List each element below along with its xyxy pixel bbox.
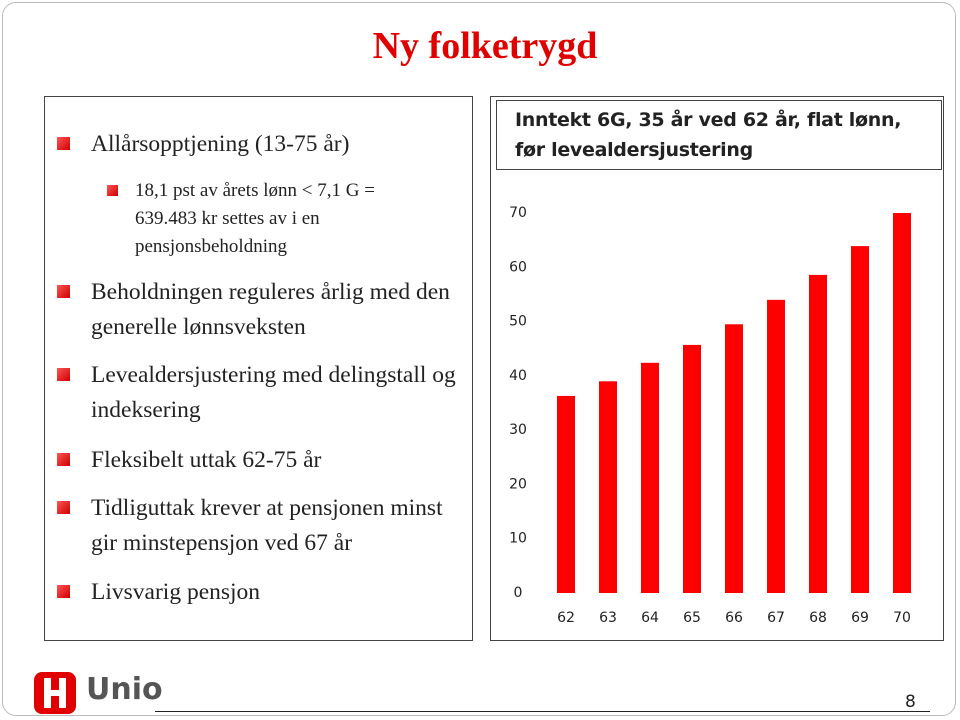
y-tick-label: 30	[509, 422, 527, 438]
x-tick-label: 65	[683, 610, 701, 626]
bullet-icon	[57, 453, 70, 466]
x-tick-label: 64	[641, 610, 659, 626]
y-tick-label: 70	[509, 205, 527, 221]
bar	[683, 344, 701, 593]
slide-title: Ny folketrygd	[372, 25, 598, 67]
bullet: Tidliguttak krever at pensjonen minst gi…	[57, 491, 461, 561]
y-tick-label: 60	[509, 259, 527, 275]
bullet: Beholdningen reguleres årlig med den gen…	[57, 275, 461, 345]
y-tick-label: 10	[509, 531, 527, 547]
bar	[725, 324, 743, 593]
bullet-text: Livsvarig pensjon	[91, 579, 261, 605]
chart-box	[490, 96, 944, 641]
x-tick-label: 70	[893, 610, 911, 626]
bar	[599, 381, 617, 593]
bullet-text: Tidliguttak krever at pensjonen minst gi…	[91, 495, 443, 556]
bullet: Allårsopptjening (13-75 år)	[57, 127, 461, 162]
bar	[557, 395, 575, 593]
y-tick-label: 20	[509, 476, 527, 492]
footer-rule	[155, 711, 930, 712]
bullet: Levealdersjustering med delingstall og i…	[57, 358, 461, 428]
bullet-icon	[107, 185, 118, 196]
x-tick-label: 66	[725, 610, 743, 626]
x-tick-label: 62	[557, 610, 575, 626]
bullet-icon	[57, 501, 70, 514]
bullet-text: Beholdningen reguleres årlig med den gen…	[91, 279, 450, 340]
bullet-icon	[57, 585, 70, 598]
bar	[851, 246, 869, 593]
bullet-icon	[57, 137, 70, 150]
bullet-text: Allårsopptjening (13-75 år)	[91, 131, 350, 157]
bullet-text: Levealdersjustering med delingstall og i…	[91, 362, 456, 423]
x-tick-label: 68	[809, 610, 827, 626]
chart-title: Inntekt 6G, 35 år ved 62 år, flat lønn, …	[496, 100, 942, 170]
y-tick-label: 50	[509, 314, 527, 330]
bullet-box: Allårsopptjening (13-75 år) 18,1 pst av å…	[44, 96, 473, 641]
bar	[893, 213, 911, 593]
logo-mark	[34, 672, 76, 714]
bar	[767, 299, 785, 593]
bar	[809, 274, 827, 593]
bullet-text: 18,1 pst av årets lønn < 7,1 G = 639.483…	[135, 180, 375, 257]
bar	[641, 362, 659, 593]
bullet-text: Fleksibelt uttak 62-75 år	[91, 447, 322, 473]
x-tick-label: 67	[767, 610, 785, 626]
logo-text: Unio	[86, 672, 163, 707]
x-tick-label: 63	[599, 610, 617, 626]
page-number: 8	[905, 692, 916, 712]
bullet-icon	[57, 368, 70, 381]
x-tick-label: 69	[851, 610, 869, 626]
y-tick-label: 0	[514, 585, 523, 601]
bullet: Fleksibelt uttak 62-75 år	[57, 443, 461, 478]
y-tick-label: 40	[509, 368, 527, 384]
chart: 0 10 20 30 40 50 60 70 62 63 64 65 66 67 68 69 70	[509, 205, 911, 626]
bullet-icon	[57, 285, 70, 298]
bullet: 18,1 pst av årets lønn < 7,1 G = 639.483…	[107, 177, 425, 261]
bullet: Livsvarig pensjon	[57, 575, 461, 610]
